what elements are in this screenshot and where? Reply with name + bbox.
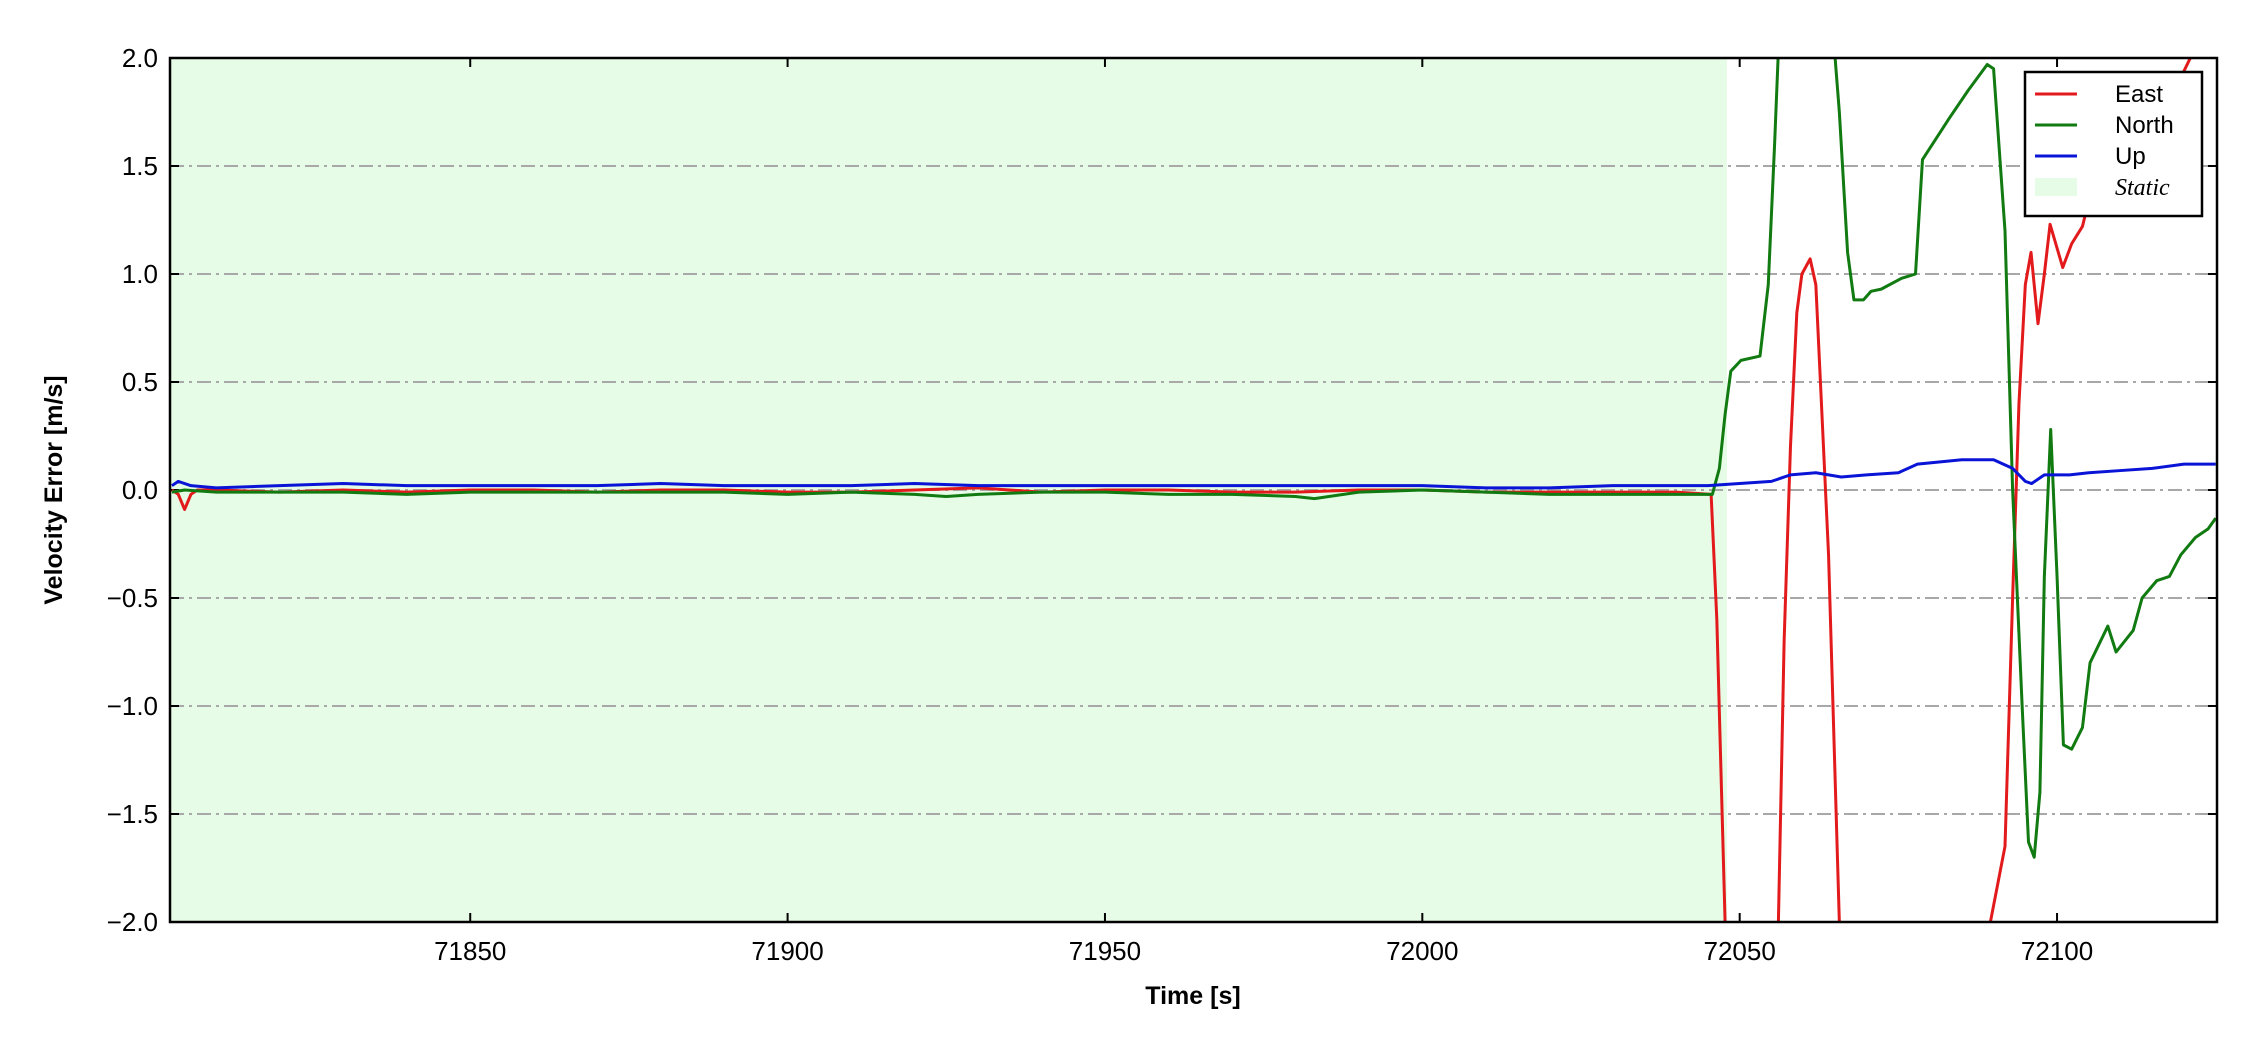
legend-swatch <box>2035 178 2077 196</box>
y-tick-label: 0.0 <box>122 475 158 505</box>
y-tick-label: −2.0 <box>107 907 158 937</box>
legend-label: North <box>2115 112 2174 139</box>
plot-lines <box>171 58 2217 922</box>
x-tick-label: 71900 <box>751 936 823 966</box>
x-tick-label: 71950 <box>1069 936 1141 966</box>
y-tick-label: 2.0 <box>122 43 158 73</box>
plot-frame <box>168 56 2219 924</box>
y-tick-label: −1.5 <box>107 799 158 829</box>
line-up <box>171 458 2216 490</box>
x-axis-label: Time [s] <box>1145 982 1240 1010</box>
x-tick-label: 71850 <box>434 936 506 966</box>
x-tick-label: 72050 <box>1704 936 1776 966</box>
y-axis-label: Velocity Error [m/s] <box>40 375 68 604</box>
legend-label: East <box>2115 81 2163 108</box>
y-tick-label: 1.0 <box>122 259 158 289</box>
legend-label: Up <box>2115 143 2146 170</box>
x-tick-label: 72000 <box>1386 936 1458 966</box>
y-tick-label: 1.5 <box>122 151 158 181</box>
y-tick-label: −0.5 <box>107 583 158 613</box>
line-east <box>171 58 2192 922</box>
line-north <box>171 58 2217 859</box>
x-tick-label: 72100 <box>2021 936 2093 966</box>
y-tick-label: −1.0 <box>107 691 158 721</box>
legend-label: Static <box>2115 175 2170 201</box>
y-tick-label: 0.5 <box>122 367 158 397</box>
